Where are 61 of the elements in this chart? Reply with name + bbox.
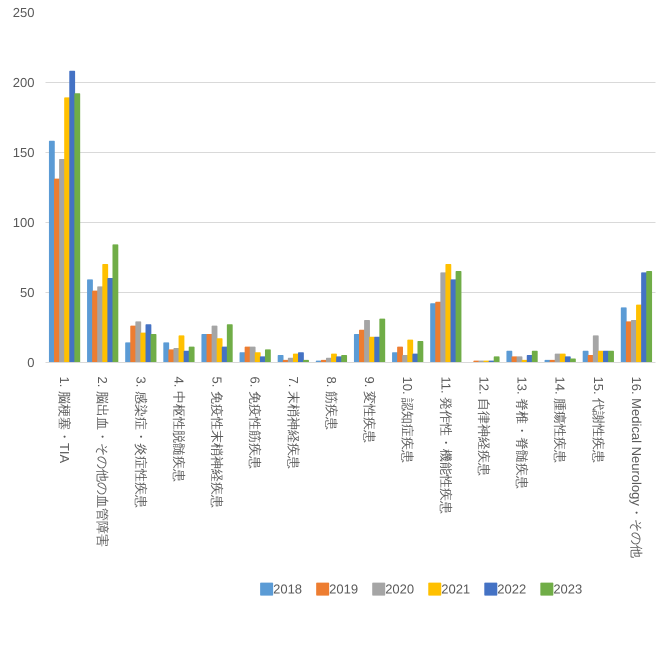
x-tick-label: 8. 筋疾患 bbox=[324, 376, 339, 430]
x-tick-label: 10. 認知症疾患 bbox=[400, 376, 416, 464]
bar bbox=[364, 320, 370, 362]
bar bbox=[407, 340, 414, 362]
bar bbox=[532, 350, 538, 362]
x-tick-label: 16. Medical Neurology・その他 bbox=[628, 376, 644, 558]
bar bbox=[646, 271, 652, 362]
x-tick-label: 5. 免疫性末梢神経疾患 bbox=[210, 376, 225, 508]
bar bbox=[250, 346, 256, 362]
y-tick-label: 150 bbox=[12, 145, 35, 160]
bar bbox=[397, 346, 403, 362]
bar bbox=[150, 334, 156, 362]
x-tick-label: 4. 中枢性脱髄疾患 bbox=[171, 376, 186, 482]
bar bbox=[430, 303, 436, 362]
legend-label: 2020 bbox=[385, 582, 414, 597]
x-tick-label: 6. 免疫性筋疾患 bbox=[248, 376, 263, 469]
bar bbox=[506, 350, 512, 362]
x-tick-label: 1. 脳梗塞・TIA bbox=[57, 376, 72, 464]
x-tick-label: 13. 脊椎・脊髄疾患 bbox=[514, 376, 530, 490]
bar bbox=[264, 349, 271, 362]
bar bbox=[216, 338, 223, 362]
y-tick-label: 50 bbox=[20, 285, 35, 300]
bar bbox=[417, 341, 424, 362]
bar bbox=[112, 244, 118, 362]
x-tick-label: 2. 脳出血・その他の血管障害 bbox=[95, 376, 110, 547]
x-tick-label: 7. 末梢神経疾患 bbox=[286, 376, 301, 469]
bar bbox=[608, 350, 614, 362]
bar bbox=[125, 342, 132, 362]
bar bbox=[212, 326, 218, 362]
x-tick-label: 3. 感染症・炎症性疾患 bbox=[133, 376, 148, 508]
x-tick-label: 11. 発作性・機能性疾患 bbox=[438, 376, 454, 514]
x-tick-label: 9. 変性疾患 bbox=[362, 376, 378, 443]
bar bbox=[379, 318, 386, 362]
legend-label: 2019 bbox=[329, 582, 358, 597]
bar bbox=[369, 336, 376, 362]
bar bbox=[146, 324, 152, 362]
bar bbox=[456, 271, 462, 362]
x-tick-label: 14. 腫瘍性疾患 bbox=[552, 376, 568, 464]
bar bbox=[341, 355, 348, 362]
y-tick-label: 100 bbox=[12, 215, 35, 230]
bar bbox=[494, 356, 500, 362]
bar bbox=[278, 355, 284, 362]
bar bbox=[74, 93, 80, 362]
bar bbox=[554, 354, 561, 362]
legend-label: 2023 bbox=[553, 582, 582, 597]
bar bbox=[178, 335, 184, 362]
y-tick-label: 200 bbox=[12, 75, 35, 90]
legend-label: 2022 bbox=[497, 582, 526, 597]
bar bbox=[226, 324, 233, 362]
y-tick-label: 250 bbox=[12, 5, 35, 20]
bar bbox=[570, 358, 576, 362]
x-tick-label: 15. 代謝性疾患 bbox=[590, 376, 606, 464]
bar bbox=[298, 352, 304, 362]
bar bbox=[64, 97, 70, 362]
bar bbox=[188, 346, 195, 362]
bar bbox=[582, 350, 589, 362]
x-tick-label: 12. 自律神経疾患 bbox=[476, 376, 492, 476]
bar bbox=[97, 286, 104, 362]
legend-label: 2018 bbox=[273, 582, 302, 597]
y-tick-label: 0 bbox=[27, 355, 35, 370]
legend-label: 2021 bbox=[441, 582, 470, 597]
